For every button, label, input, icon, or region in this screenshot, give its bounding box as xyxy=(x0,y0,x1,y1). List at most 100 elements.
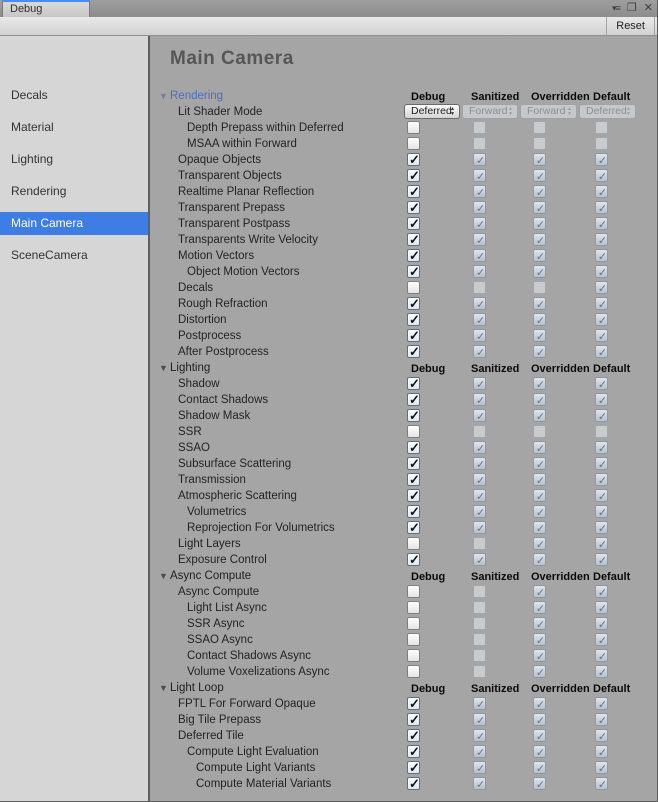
check-icon: ✓ xyxy=(597,171,608,183)
volume-voxelizations-async-checkbox-debug[interactable] xyxy=(407,665,420,678)
opaque-objects-checkbox-overridden: ✓ xyxy=(533,153,546,167)
exposure-control-checkbox-debug[interactable]: ✓ xyxy=(407,552,420,567)
ssr-checkbox-debug[interactable] xyxy=(407,425,420,438)
foldout-triangle-icon[interactable]: ▼ xyxy=(159,571,168,581)
transparent-postpass-checkbox-debug[interactable]: ✓ xyxy=(407,216,420,231)
shadow-checkbox-debug[interactable]: ✓ xyxy=(407,376,420,391)
ssao-checkbox-overridden: ✓ xyxy=(533,441,546,455)
volumetrics-checkbox-debug[interactable]: ✓ xyxy=(407,504,420,519)
sidebar-item-main-camera[interactable]: Main Camera xyxy=(0,212,148,235)
big-tile-prepass-checkbox-overridden: ✓ xyxy=(533,713,546,727)
section-header-async-compute[interactable]: ▼ Async Compute Debug Sanitized Overridden De… xyxy=(152,568,657,584)
column-header-default: Default xyxy=(593,363,631,375)
transparents-write-velocity-checkbox-debug[interactable]: ✓ xyxy=(407,232,420,247)
atmospheric-scattering-checkbox-debug[interactable]: ✓ xyxy=(407,488,420,503)
compute-light-variants-checkbox-debug[interactable]: ✓ xyxy=(407,760,420,775)
section-header-light-loop[interactable]: ▼ Light Loop Debug Sanitized Overridden Defau… xyxy=(152,680,657,696)
transmission-checkbox-debug[interactable]: ✓ xyxy=(407,472,420,487)
decals-checkbox-debug[interactable] xyxy=(407,281,420,294)
sidebar-item-material[interactable]: Material xyxy=(11,120,54,134)
close-icon[interactable]: ✕ xyxy=(643,2,653,14)
ssr-checkbox-overridden xyxy=(533,425,546,438)
maximize-icon[interactable]: ❒ xyxy=(626,2,637,14)
reset-button[interactable]: Reset xyxy=(606,17,655,35)
row-subsurface-scattering: Subsurface Scattering ✓ ✓ ✓ ✓ xyxy=(152,456,657,472)
row-label: Light List Async xyxy=(187,602,267,614)
after-postprocess-checkbox-debug[interactable]: ✓ xyxy=(407,344,420,359)
section-header-rendering[interactable]: ▼ Rendering Debug Sanitized Overridden Defaul… xyxy=(152,88,657,104)
sidebar-item-lighting[interactable]: Lighting xyxy=(11,152,54,166)
subsurface-scattering-checkbox-debug[interactable]: ✓ xyxy=(407,456,420,471)
ssao-async-checkbox-debug[interactable] xyxy=(407,633,420,646)
msaa-within-forward-checkbox-debug[interactable] xyxy=(407,137,420,150)
sidebar-item-scenecamera[interactable]: SceneCamera xyxy=(11,248,88,262)
opaque-objects-checkbox-debug[interactable]: ✓ xyxy=(407,152,420,167)
distortion-checkbox-debug[interactable]: ✓ xyxy=(407,312,420,327)
row-label: Rough Refraction xyxy=(178,298,268,310)
transparent-objects-checkbox-debug[interactable]: ✓ xyxy=(407,168,420,183)
window-controls: ▾≡ ❒ ✕ xyxy=(612,1,653,16)
compute-material-variants-checkbox-debug[interactable]: ✓ xyxy=(407,776,420,791)
check-icon: ✓ xyxy=(535,603,546,615)
lit-shader-mode-dropdown-overridden: Forward ▲ ▼ xyxy=(520,104,577,119)
dropdown-arrows-icon: ▲ ▼ xyxy=(626,106,631,117)
light-list-async-checkbox-debug[interactable] xyxy=(407,601,420,614)
row-decals: Decals ✓ xyxy=(152,280,657,296)
check-icon: ✓ xyxy=(535,251,546,263)
check-icon: ✓ xyxy=(597,539,608,551)
row-transparent-prepass: Transparent Prepass ✓ ✓ ✓ ✓ xyxy=(152,200,657,216)
deferred-tile-checkbox-debug[interactable]: ✓ xyxy=(407,728,420,743)
check-icon: ✓ xyxy=(597,283,608,295)
check-icon: ✓ xyxy=(597,459,608,471)
check-icon: ✓ xyxy=(409,776,420,791)
contact-shadows-async-checkbox-debug[interactable] xyxy=(407,649,420,662)
check-icon: ✓ xyxy=(535,459,546,471)
check-icon: ✓ xyxy=(475,379,486,391)
postprocess-checkbox-debug[interactable]: ✓ xyxy=(407,328,420,343)
transparent-prepass-checkbox-debug[interactable]: ✓ xyxy=(407,200,420,215)
lit-shader-mode-dropdown-debug[interactable]: Deferred ▲ ▼ xyxy=(404,104,460,119)
check-icon: ✓ xyxy=(535,219,546,231)
ssr-async-checkbox-debug[interactable] xyxy=(407,617,420,630)
check-icon: ✓ xyxy=(409,760,420,775)
check-icon: ✓ xyxy=(535,715,546,727)
sidebar-item-decals[interactable]: Decals xyxy=(11,88,48,102)
realtime-planar-reflection-checkbox-debug[interactable]: ✓ xyxy=(407,184,420,199)
check-icon: ✓ xyxy=(597,411,608,423)
object-motion-vectors-checkbox-debug[interactable]: ✓ xyxy=(407,264,420,279)
compute-light-evaluation-checkbox-debug[interactable]: ✓ xyxy=(407,744,420,759)
foldout-triangle-icon[interactable]: ▼ xyxy=(159,363,168,373)
window-menu-icon[interactable]: ▾≡ xyxy=(612,3,621,13)
check-icon: ✓ xyxy=(535,267,546,279)
reprojection-for-volumetrics-checkbox-debug[interactable]: ✓ xyxy=(407,520,420,535)
check-icon: ✓ xyxy=(409,216,420,231)
section-header-lighting[interactable]: ▼ Lighting Debug Sanitized Overridden Default xyxy=(152,360,657,376)
ssao-checkbox-debug[interactable]: ✓ xyxy=(407,440,420,455)
check-icon: ✓ xyxy=(475,779,486,791)
foldout-triangle-icon[interactable]: ▼ xyxy=(159,683,168,693)
tab-debug[interactable]: Debug xyxy=(2,0,90,17)
rough-refraction-checkbox-debug[interactable]: ✓ xyxy=(407,296,420,311)
depth-prepass-within-deferred-checkbox-debug[interactable] xyxy=(407,121,420,134)
foldout-triangle-icon[interactable]: ▼ xyxy=(159,91,168,101)
contact-shadows-checkbox-debug[interactable]: ✓ xyxy=(407,392,420,407)
big-tile-prepass-checkbox-debug[interactable]: ✓ xyxy=(407,712,420,727)
opaque-objects-checkbox-default: ✓ xyxy=(595,153,608,167)
light-layers-checkbox-debug[interactable] xyxy=(407,537,420,550)
row-label: Transmission xyxy=(178,474,246,486)
motion-vectors-checkbox-debug[interactable]: ✓ xyxy=(407,248,420,263)
volumetrics-checkbox-sanitized: ✓ xyxy=(473,505,486,519)
check-icon: ✓ xyxy=(535,203,546,215)
fptl-for-forward-opaque-checkbox-debug[interactable]: ✓ xyxy=(407,696,420,711)
row-label: FPTL For Forward Opaque xyxy=(178,698,316,710)
motion-vectors-checkbox-default: ✓ xyxy=(595,249,608,263)
row-exposure-control: Exposure Control ✓ ✓ ✓ ✓ xyxy=(152,552,657,568)
column-header-debug: Debug xyxy=(411,683,446,695)
column-header-debug: Debug xyxy=(411,363,446,375)
async-compute-checkbox-debug[interactable] xyxy=(407,585,420,598)
shadow-mask-checkbox-debug[interactable]: ✓ xyxy=(407,408,420,423)
after-postprocess-checkbox-sanitized: ✓ xyxy=(473,345,486,359)
sidebar-item-rendering[interactable]: Rendering xyxy=(11,184,67,198)
page-title: Main Camera xyxy=(170,48,294,69)
check-icon: ✓ xyxy=(535,651,546,663)
